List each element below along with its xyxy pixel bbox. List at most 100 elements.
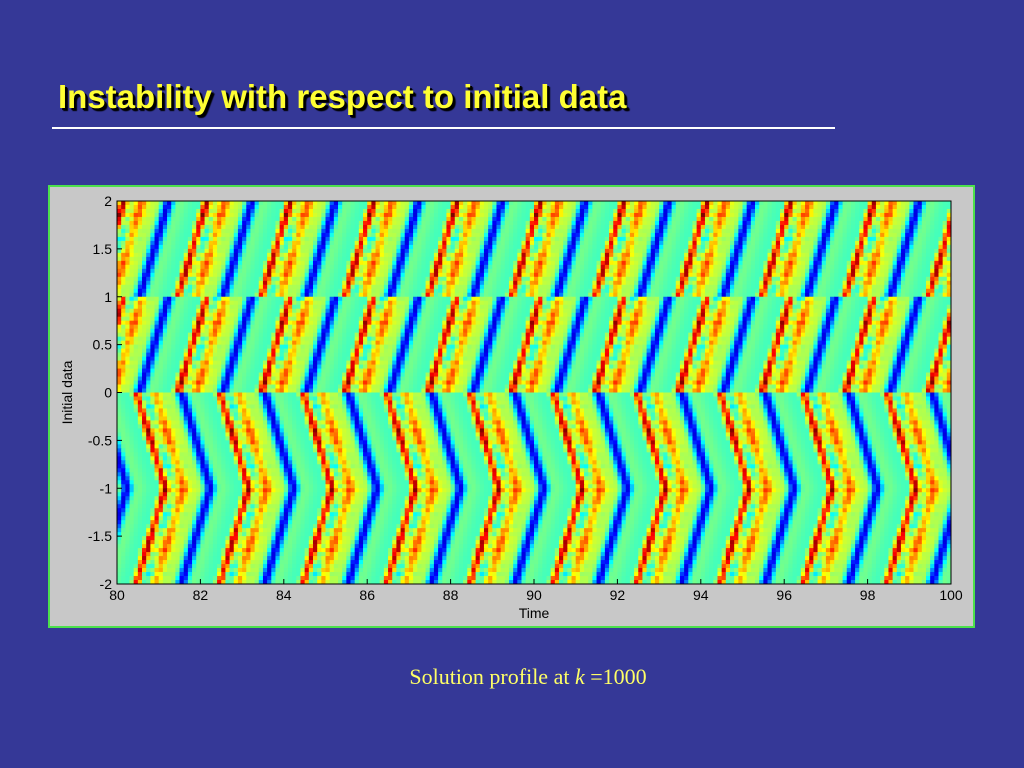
heatmap-cell bbox=[604, 272, 610, 278]
heatmap-cell bbox=[900, 220, 906, 226]
heatmap-cell bbox=[133, 268, 139, 274]
heatmap-cell bbox=[671, 240, 677, 246]
heatmap-cell bbox=[767, 268, 773, 274]
heatmap-cell bbox=[709, 201, 714, 206]
heatmap-cell bbox=[654, 228, 660, 234]
heatmap-cell bbox=[588, 204, 593, 210]
heatmap-cell bbox=[792, 220, 798, 226]
heatmap-cell bbox=[805, 212, 810, 218]
heatmap-cell bbox=[696, 256, 702, 262]
heatmap-cell bbox=[183, 296, 189, 302]
heatmap-cell bbox=[800, 232, 806, 238]
heatmap-cell bbox=[233, 276, 239, 282]
heatmap-cell bbox=[625, 216, 631, 222]
heatmap-cell bbox=[830, 256, 835, 262]
heatmap-cell bbox=[654, 260, 660, 266]
heatmap-cell bbox=[867, 276, 873, 282]
heatmap-cell bbox=[150, 212, 156, 218]
heatmap-cell bbox=[600, 268, 606, 274]
heatmap-cell bbox=[942, 264, 948, 270]
heatmap-cell bbox=[346, 236, 352, 242]
heatmap-cell bbox=[579, 256, 585, 262]
heatmap-cell bbox=[667, 216, 673, 222]
heatmap-cell bbox=[496, 248, 502, 254]
heatmap-cell bbox=[287, 276, 293, 282]
heatmap-cell bbox=[204, 240, 210, 246]
heatmap-cell bbox=[154, 292, 160, 298]
heatmap-cell bbox=[813, 216, 819, 222]
heatmap-cell bbox=[433, 272, 439, 278]
heatmap-cell bbox=[442, 224, 448, 230]
heatmap-cell bbox=[775, 296, 781, 302]
heatmap-cell bbox=[212, 220, 218, 226]
heatmap-cell bbox=[404, 268, 410, 274]
heatmap-cell bbox=[225, 280, 231, 286]
heatmap-cell bbox=[784, 201, 789, 206]
heatmap-cell bbox=[592, 208, 598, 214]
heatmap-cell bbox=[746, 228, 752, 234]
heatmap-cell bbox=[275, 220, 281, 226]
heatmap-cell bbox=[279, 272, 285, 278]
heatmap-cell bbox=[805, 248, 810, 254]
heatmap-cell bbox=[650, 284, 656, 290]
heatmap-cell bbox=[692, 272, 698, 278]
heatmap-cell bbox=[780, 208, 785, 214]
heatmap-cell bbox=[600, 280, 606, 286]
heatmap-cell bbox=[905, 236, 910, 242]
heatmap-cell bbox=[187, 212, 193, 218]
heatmap-cell bbox=[200, 236, 206, 242]
heatmap-cell bbox=[600, 224, 606, 230]
heatmap-cell bbox=[154, 208, 160, 214]
heatmap-cell bbox=[529, 208, 535, 214]
heatmap-cell bbox=[296, 212, 302, 218]
heatmap-cell bbox=[675, 228, 681, 234]
heatmap-cell bbox=[896, 204, 902, 210]
heatmap-cell bbox=[575, 216, 581, 222]
heatmap-cell bbox=[671, 216, 677, 222]
heatmap-cell bbox=[363, 248, 368, 254]
heatmap-cell bbox=[321, 292, 327, 298]
heatmap-cell bbox=[225, 276, 231, 282]
heatmap-cell bbox=[408, 220, 414, 226]
heatmap-cell bbox=[450, 236, 456, 242]
heatmap-cell bbox=[734, 276, 739, 282]
heatmap-cell bbox=[154, 284, 160, 290]
heatmap-cell bbox=[442, 208, 448, 214]
heatmap-cell bbox=[308, 276, 314, 282]
heatmap-cell bbox=[863, 264, 869, 270]
heatmap-cell bbox=[780, 220, 785, 226]
heatmap-cell bbox=[262, 292, 268, 298]
heatmap-cell bbox=[221, 292, 227, 298]
heatmap-cell bbox=[346, 288, 352, 294]
heatmap-cell bbox=[425, 284, 431, 290]
heatmap-cell bbox=[905, 208, 910, 214]
heatmap-cell bbox=[475, 256, 481, 262]
heatmap-cell bbox=[438, 248, 443, 254]
heatmap-cell bbox=[496, 236, 502, 242]
heatmap-cell bbox=[237, 201, 243, 206]
heatmap-cell bbox=[575, 272, 581, 278]
heatmap-cell bbox=[375, 204, 381, 210]
heatmap-cell bbox=[938, 272, 944, 278]
heatmap-cell bbox=[554, 284, 560, 290]
heatmap-cell bbox=[267, 288, 272, 294]
heatmap-cell bbox=[383, 240, 389, 246]
heatmap-cell bbox=[930, 204, 935, 210]
heatmap-cell bbox=[792, 288, 798, 294]
heatmap-cell bbox=[367, 288, 372, 294]
heatmap-cell bbox=[684, 220, 689, 226]
heatmap-cell bbox=[287, 228, 293, 234]
heatmap-cell bbox=[446, 201, 452, 206]
heatmap-cell bbox=[834, 288, 840, 294]
heatmap-cell bbox=[146, 204, 151, 210]
heatmap-cell bbox=[567, 292, 573, 298]
heatmap-cell bbox=[171, 292, 176, 298]
heatmap-cell bbox=[513, 212, 518, 218]
heatmap-cell bbox=[600, 244, 606, 250]
heatmap-cell bbox=[663, 280, 669, 286]
heatmap-cell bbox=[596, 264, 602, 270]
heatmap-cell bbox=[763, 272, 769, 278]
heatmap-cell bbox=[909, 256, 915, 262]
heatmap-cell bbox=[183, 216, 189, 222]
heatmap-cell bbox=[283, 208, 289, 214]
